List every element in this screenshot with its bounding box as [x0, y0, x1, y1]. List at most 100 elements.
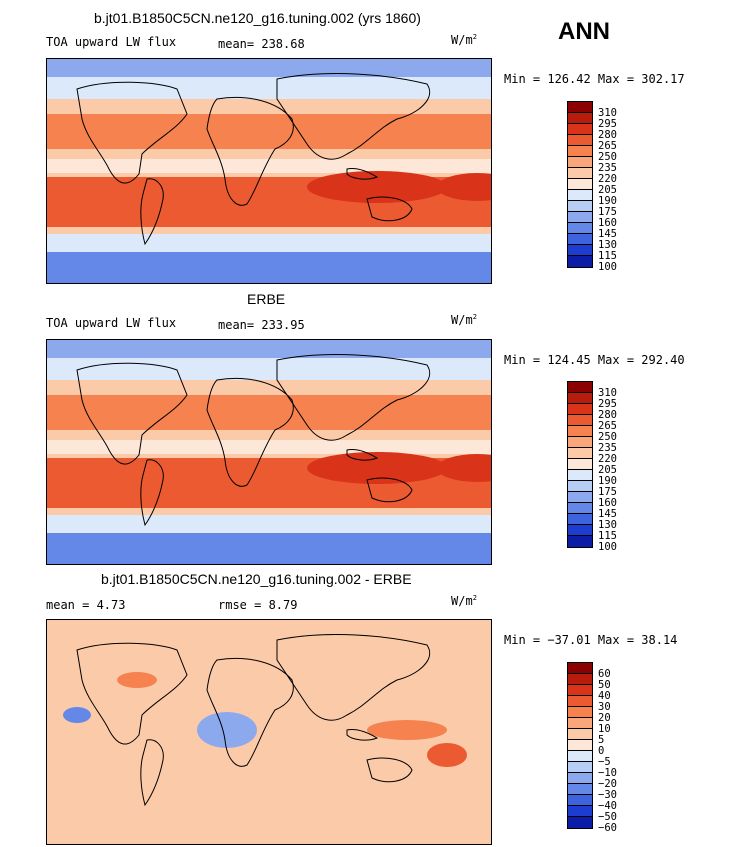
- panel2-variable-label: TOA upward LW flux: [46, 316, 177, 330]
- colorbar-swatch: [568, 146, 592, 157]
- colorbar-level-label: 115: [598, 250, 617, 262]
- amazon-positive: [427, 743, 467, 767]
- panel2-minmax: Min = 124.45 Max = 292.40: [504, 353, 685, 367]
- colorbar-level-label: −10: [598, 767, 617, 779]
- colorbar-swatch: [568, 415, 592, 426]
- colorbar-swatch: [568, 525, 592, 536]
- panel3-minmax: Min = −37.01 Max = 38.14: [504, 633, 678, 647]
- panel1-map: [46, 58, 492, 284]
- panel1-title: b.jt01.B1850C5CN.ne120_g16.tuning.002 (y…: [94, 10, 421, 26]
- colorbar-swatch: [568, 404, 592, 415]
- pacific-max: [307, 171, 447, 203]
- colorbar-level-label: 160: [598, 497, 617, 509]
- north-highlat-band: [47, 358, 491, 380]
- colorbar-level-label: 160: [598, 217, 617, 229]
- colorbar-level-label: 50: [598, 679, 611, 691]
- itcz-band: [47, 440, 491, 454]
- colorbar-level-label: 30: [598, 701, 611, 713]
- panel1-variable-label: TOA upward LW flux: [46, 35, 177, 49]
- colorbar-swatch: [568, 102, 592, 113]
- coastline: [346, 729, 379, 741]
- coastline: [206, 96, 294, 206]
- panel3-map: [46, 619, 492, 845]
- colorbar-level-label: 145: [598, 508, 617, 520]
- colorbar-swatch: [568, 663, 592, 674]
- coastline: [366, 196, 413, 222]
- colorbar-level-label: 130: [598, 519, 617, 531]
- colorbar-swatch: [568, 382, 592, 393]
- pacific-positive: [367, 720, 447, 740]
- colorbar-level-label: 115: [598, 530, 617, 542]
- warm-pool-negative: [197, 712, 257, 748]
- panel3-title: b.jt01.B1850C5CN.ne120_g16.tuning.002 - …: [101, 571, 412, 587]
- colorbar-level-label: −60: [598, 822, 617, 834]
- colorbar-swatch: [568, 256, 592, 267]
- panel3-colorbar: [567, 662, 593, 829]
- colorbar-swatch: [568, 685, 592, 696]
- coastline: [276, 354, 430, 441]
- panel2-mean: mean= 233.95: [218, 318, 305, 332]
- colorbar-swatch: [568, 245, 592, 256]
- colorbar-swatch: [568, 201, 592, 212]
- coastline: [206, 657, 294, 767]
- panel1-mean: mean= 238.68: [218, 37, 305, 51]
- colorbar-level-label: −50: [598, 811, 617, 823]
- colorbar-level-label: 235: [598, 442, 617, 454]
- colorbar-level-label: 20: [598, 712, 611, 724]
- south-highlat-band: [47, 515, 491, 533]
- colorbar-swatch: [568, 784, 592, 795]
- colorbar-level-label: 310: [598, 107, 617, 119]
- colorbar-level-label: 295: [598, 118, 617, 130]
- colorbar-swatch: [568, 773, 592, 784]
- colorbar-swatch: [568, 157, 592, 168]
- colorbar-swatch: [568, 707, 592, 718]
- colorbar-swatch: [568, 190, 592, 201]
- colorbar-level-label: 205: [598, 464, 617, 476]
- map-canvas: [47, 620, 491, 844]
- coastline: [366, 477, 413, 503]
- colorbar-swatch: [568, 470, 592, 481]
- itcz-band: [47, 159, 491, 173]
- colorbar-level-label: 205: [598, 184, 617, 196]
- coastline: [366, 757, 413, 783]
- colorbar-level-label: −40: [598, 800, 617, 812]
- colorbar-swatch: [568, 536, 592, 547]
- colorbar-level-label: 190: [598, 475, 617, 487]
- colorbar-swatch: [568, 212, 592, 223]
- colorbar-swatch: [568, 514, 592, 525]
- colorbar-swatch: [568, 674, 592, 685]
- colorbar-swatch: [568, 762, 592, 773]
- pacific-max: [307, 452, 447, 484]
- colorbar-swatch: [568, 448, 592, 459]
- colorbar-swatch: [568, 234, 592, 245]
- coastline: [276, 73, 430, 160]
- north-subtropic-band: [47, 395, 491, 430]
- colorbar-swatch: [568, 393, 592, 404]
- coastline: [276, 634, 430, 721]
- antarctic-band: [47, 252, 491, 283]
- colorbar-swatch: [568, 795, 592, 806]
- colorbar-level-label: 175: [598, 206, 617, 218]
- atlantic-max: [437, 173, 491, 201]
- sahara-positive: [117, 672, 157, 688]
- coastline: [76, 642, 188, 745]
- map-canvas: [47, 340, 491, 564]
- colorbar-swatch: [568, 718, 592, 729]
- colorbar-swatch: [568, 806, 592, 817]
- coastline: [140, 739, 164, 807]
- colorbar-swatch: [568, 179, 592, 190]
- arctic-band: [47, 59, 491, 77]
- panel1-colorbar: [567, 101, 593, 268]
- arctic-band: [47, 340, 491, 358]
- colorbar-swatch: [568, 223, 592, 234]
- panel3-mean: mean = 4.73: [46, 598, 126, 612]
- colorbar-swatch: [568, 481, 592, 492]
- colorbar-level-label: 280: [598, 129, 617, 141]
- colorbar-level-label: 280: [598, 409, 617, 421]
- colorbar-level-label: 10: [598, 723, 611, 735]
- colorbar-level-label: 235: [598, 162, 617, 174]
- coastline: [140, 459, 164, 527]
- colorbar-swatch: [568, 729, 592, 740]
- colorbar-level-label: −30: [598, 789, 617, 801]
- colorbar-swatch: [568, 113, 592, 124]
